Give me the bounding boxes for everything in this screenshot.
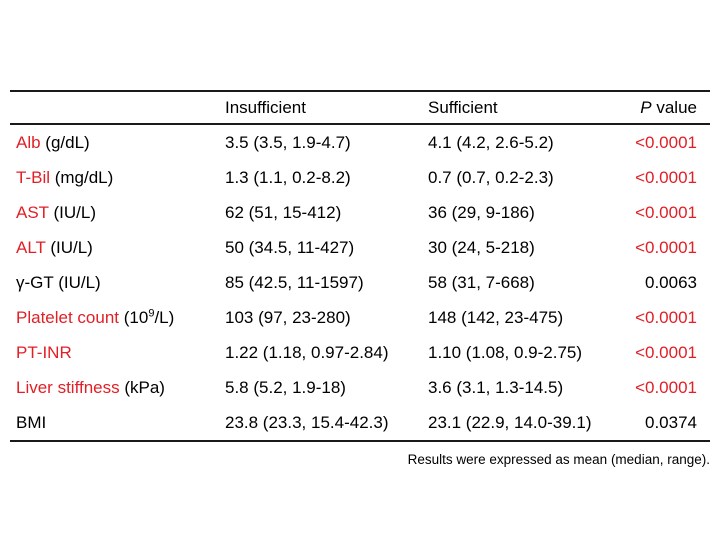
sufficient-value-cell: 1.10 (1.08, 0.9-2.75) <box>428 342 583 362</box>
insufficient-value-cell: 3.5 (3.5, 1.9-4.7) <box>225 132 351 152</box>
row-label-cell: Platelet count (109/L) <box>10 300 225 335</box>
row-label-unit: (109/L) <box>119 306 175 327</box>
p-value-italic-letter: P <box>640 97 652 117</box>
row-label-name: PT-INR <box>16 342 72 362</box>
footer-note: Results were expressed as mean (median, … <box>407 452 710 467</box>
row-label-cell: γ-GT (IU/L) <box>10 265 225 300</box>
sufficient-value-cell: 36 (29, 9-186) <box>428 202 535 222</box>
insufficient-value-cell: 1.3 (1.1, 0.2-8.2) <box>225 167 351 187</box>
insufficient-value-cell: 1.22 (1.18, 0.97-2.84) <box>225 342 389 362</box>
row-label-unit: (kPa) <box>119 377 165 397</box>
p-value-cell: 0.0063 <box>645 272 697 292</box>
table-row: ALT (IU/L) 50 (34.5, 11-427) 30 (24, 5-218… <box>10 230 710 265</box>
row-label-cell: AST (IU/L) <box>10 195 225 230</box>
table-body: Alb (g/dL) 3.5 (3.5, 1.9-4.7) 4.1 (4.2, 2.… <box>10 124 710 441</box>
row-label-cell: BMI <box>10 405 225 441</box>
row-label-cell: T-Bil (mg/dL) <box>10 160 225 195</box>
row-label-unit: (IU/L) <box>45 237 93 257</box>
insufficient-value-cell: 23.8 (23.3, 15.4-42.3) <box>225 412 389 432</box>
sufficient-value-cell: 4.1 (4.2, 2.6-5.2) <box>428 132 554 152</box>
insufficient-value-cell: 85 (42.5, 11-1597) <box>225 272 364 292</box>
p-value-cell: <0.0001 <box>635 342 697 362</box>
p-value-rest: value <box>651 97 697 117</box>
table-header: Insufficient Sufficient P value <box>10 91 710 125</box>
row-label-name: AST <box>16 202 49 222</box>
column-header-p-value: P value <box>610 91 710 125</box>
row-label-unit: (IU/L) <box>53 272 101 292</box>
superscript-exponent: 9 <box>148 306 155 319</box>
row-label-unit: (IU/L) <box>48 202 96 222</box>
sufficient-value-cell: 148 (142, 23-475) <box>428 307 564 327</box>
sufficient-value-cell: 0.7 (0.7, 0.2-2.3) <box>428 167 554 187</box>
row-label-name: ALT <box>16 237 46 257</box>
row-label-name: Liver stiffness <box>16 377 120 397</box>
p-value-cell: <0.0001 <box>635 237 697 257</box>
table-row: Platelet count (109/L) 103 (97, 23-280) 14… <box>10 300 710 335</box>
column-header-variable <box>10 91 225 125</box>
sufficient-value-cell: 30 (24, 5-218) <box>428 237 535 257</box>
row-label-cell: PT-INR <box>10 335 225 370</box>
row-label-name: γ-GT <box>16 272 54 292</box>
table-row: T-Bil (mg/dL) 1.3 (1.1, 0.2-8.2) 0.7 (0.7,… <box>10 160 710 195</box>
table-header-row: Insufficient Sufficient P value <box>10 91 710 125</box>
insufficient-value-cell: 5.8 (5.2, 1.9-18) <box>225 377 346 397</box>
insufficient-value-cell: 50 (34.5, 11-427) <box>225 237 355 257</box>
results-table: Insufficient Sufficient P value Alb (g/d… <box>10 90 710 442</box>
p-value-cell: <0.0001 <box>635 132 697 152</box>
row-label-name: Platelet count <box>16 307 120 327</box>
table-row: γ-GT (IU/L) 85 (42.5, 11-1597) 58 (31, 7-6… <box>10 265 710 300</box>
sufficient-value-cell: 58 (31, 7-668) <box>428 272 535 292</box>
table-row: PT-INR 1.22 (1.18, 0.97-2.84) 1.10 (1.08, … <box>10 335 710 370</box>
p-value-cell: <0.0001 <box>635 307 697 327</box>
insufficient-value-cell: 62 (51, 15-412) <box>225 202 342 222</box>
p-value-cell: <0.0001 <box>635 167 697 187</box>
sufficient-value-cell: 23.1 (22.9, 14.0-39.1) <box>428 412 592 432</box>
sufficient-value-cell: 3.6 (3.1, 1.3-14.5) <box>428 377 564 397</box>
row-label-name: Alb <box>16 132 41 152</box>
insufficient-value-cell: 103 (97, 23-280) <box>225 307 351 327</box>
row-label-name: T-Bil <box>16 167 50 187</box>
row-label-name: BMI <box>16 412 47 432</box>
column-header-insufficient: Insufficient <box>225 91 428 125</box>
row-label-unit: (g/dL) <box>40 132 90 152</box>
p-value-cell: <0.0001 <box>635 377 697 397</box>
p-value-cell: <0.0001 <box>635 202 697 222</box>
column-header-sufficient: Sufficient <box>428 91 610 125</box>
table-row: Liver stiffness (kPa) 5.8 (5.2, 1.9-18) 3.… <box>10 370 710 405</box>
table-row: AST (IU/L) 62 (51, 15-412) 36 (29, 9-186) <… <box>10 195 710 230</box>
row-label-cell: Liver stiffness (kPa) <box>10 370 225 405</box>
row-label-unit: (mg/dL) <box>50 167 114 187</box>
table-row: Alb (g/dL) 3.5 (3.5, 1.9-4.7) 4.1 (4.2, 2.… <box>10 124 710 160</box>
table-row: BMI 23.8 (23.3, 15.4-42.3) 23.1 (22.9, 14.… <box>10 405 710 441</box>
row-label-cell: Alb (g/dL) <box>10 124 225 160</box>
p-value-cell: 0.0374 <box>645 412 697 432</box>
row-label-cell: ALT (IU/L) <box>10 230 225 265</box>
